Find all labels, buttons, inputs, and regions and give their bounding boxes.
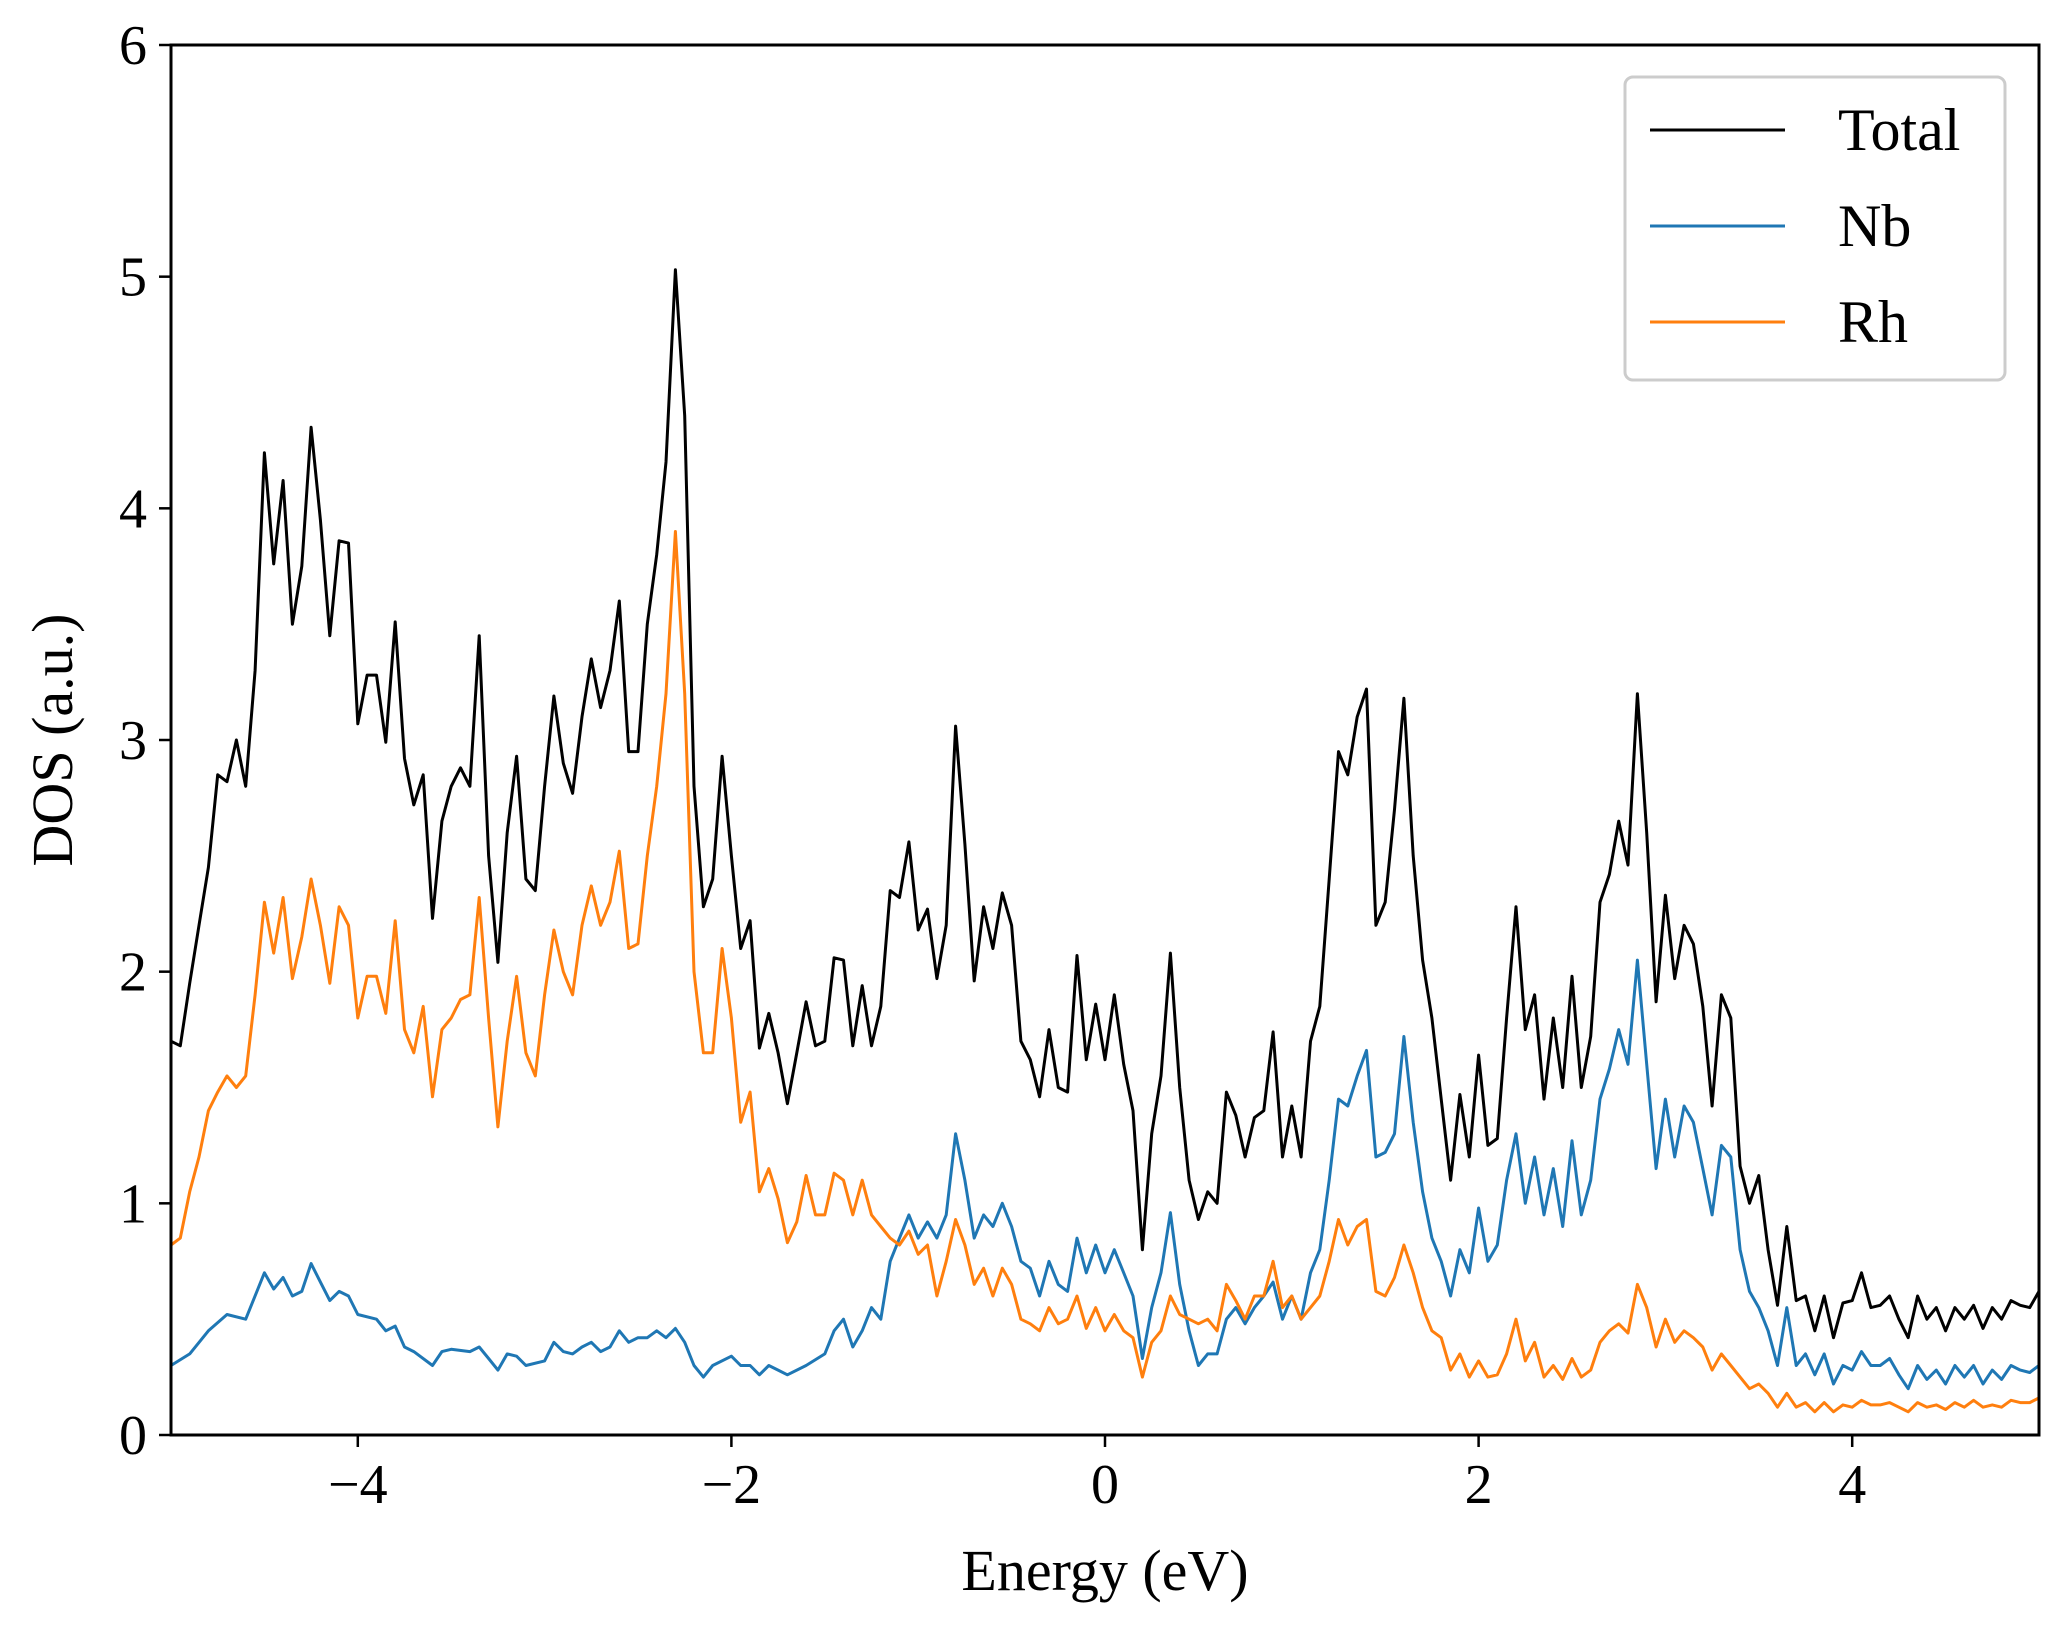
series-line-rh bbox=[171, 530, 2039, 1414]
y-tick-label: 0 bbox=[119, 1405, 147, 1467]
legend-label-total: Total bbox=[1838, 97, 1960, 163]
y-axis: 0 1 2 3 4 5 6 bbox=[119, 15, 171, 1467]
legend: Total Nb Rh bbox=[1623, 75, 2007, 382]
y-tick-label: 5 bbox=[119, 247, 147, 309]
y-tick-label: 2 bbox=[119, 942, 147, 1004]
x-tick-label: −2 bbox=[702, 1454, 762, 1516]
plot-area bbox=[171, 268, 2039, 1414]
y-tick-label: 6 bbox=[119, 15, 147, 77]
x-axis: −4 −2 0 2 4 bbox=[328, 1435, 1866, 1516]
series-line-nb bbox=[171, 958, 2039, 1391]
y-tick-label: 1 bbox=[119, 1173, 147, 1235]
legend-label-nb: Nb bbox=[1838, 193, 1911, 259]
x-tick-label: 4 bbox=[1838, 1454, 1866, 1516]
legend-label-rh: Rh bbox=[1838, 289, 1908, 355]
x-axis-label: Energy (eV) bbox=[961, 1538, 1248, 1603]
x-tick-label: 2 bbox=[1465, 1454, 1493, 1516]
x-tick-label: 0 bbox=[1091, 1454, 1119, 1516]
y-tick-label: 3 bbox=[119, 710, 147, 772]
legend-box bbox=[1623, 75, 2007, 382]
x-tick-label: −4 bbox=[328, 1454, 388, 1516]
series-line-total bbox=[171, 268, 2039, 1340]
y-axis-label: DOS (a.u.) bbox=[20, 614, 85, 867]
y-tick-label: 4 bbox=[119, 478, 147, 540]
